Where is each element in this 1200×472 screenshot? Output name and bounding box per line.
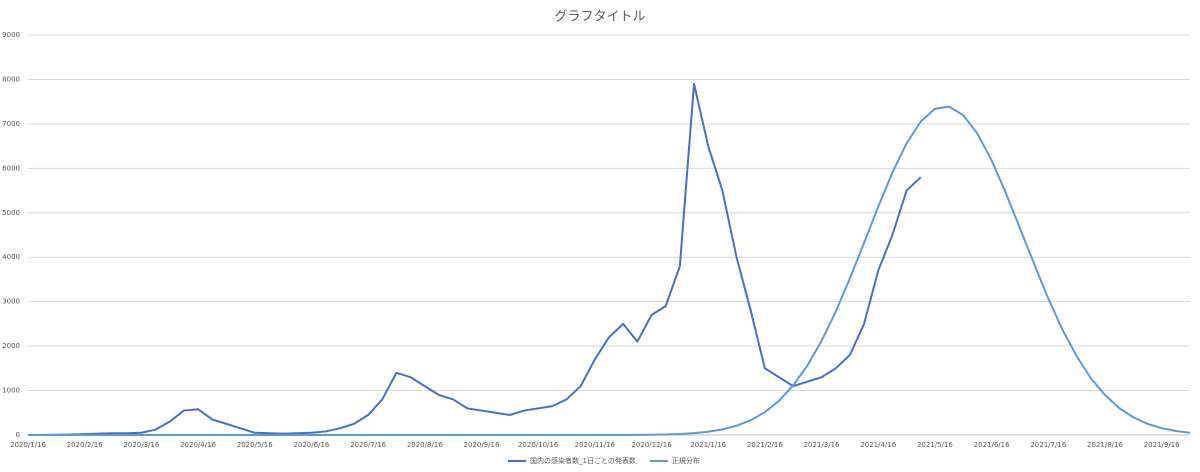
x-tick-label: 2020/6/16 [293,441,329,449]
x-tick-label: 2020/12/16 [631,441,672,449]
chart-title: グラフタイトル [554,10,645,25]
y-tick-label: 3000 [2,298,20,306]
x-tick-label: 2021/7/16 [1030,441,1066,449]
x-tick-label: 2020/3/16 [123,441,159,449]
x-tick-label: 2021/9/16 [1144,441,1180,449]
y-tick-label: 7000 [2,120,20,128]
legend-label: 国内の感染者数_1日ごとの発表数 [530,456,636,465]
x-tick-label: 2020/9/16 [464,441,500,449]
x-tick-label: 2021/8/16 [1087,441,1123,449]
x-tick-label: 2021/2/16 [747,441,783,449]
y-tick-label: 5000 [2,209,20,217]
y-tick-label: 0 [16,431,20,439]
x-tick-label: 2021/4/16 [860,441,896,449]
y-tick-label: 9000 [2,31,20,39]
x-tick-label: 2020/1/16 [10,441,46,449]
series-line [28,82,922,436]
y-tick-label: 1000 [2,387,20,395]
series-line [28,105,1191,436]
y-tick-label: 6000 [2,164,20,172]
x-tick-label: 2020/4/16 [180,441,216,449]
legend-label: 正規分布 [672,456,700,465]
x-tick-label: 2020/10/16 [518,441,559,449]
x-tick-label: 2021/1/16 [690,441,726,449]
x-tick-label: 2020/2/16 [67,441,103,449]
x-tick-label: 2020/8/16 [407,441,443,449]
y-tick-label: 4000 [2,253,20,261]
y-tick-label: 2000 [2,342,20,350]
x-tick-label: 2020/7/16 [350,441,386,449]
x-tick-label: 2021/5/16 [917,441,953,449]
x-tick-label: 2021/6/16 [974,441,1010,449]
x-tick-label: 2020/5/16 [237,441,273,449]
x-tick-label: 2020/11/16 [575,441,616,449]
x-tick-label: 2021/3/16 [804,441,840,449]
y-tick-label: 8000 [2,75,20,83]
